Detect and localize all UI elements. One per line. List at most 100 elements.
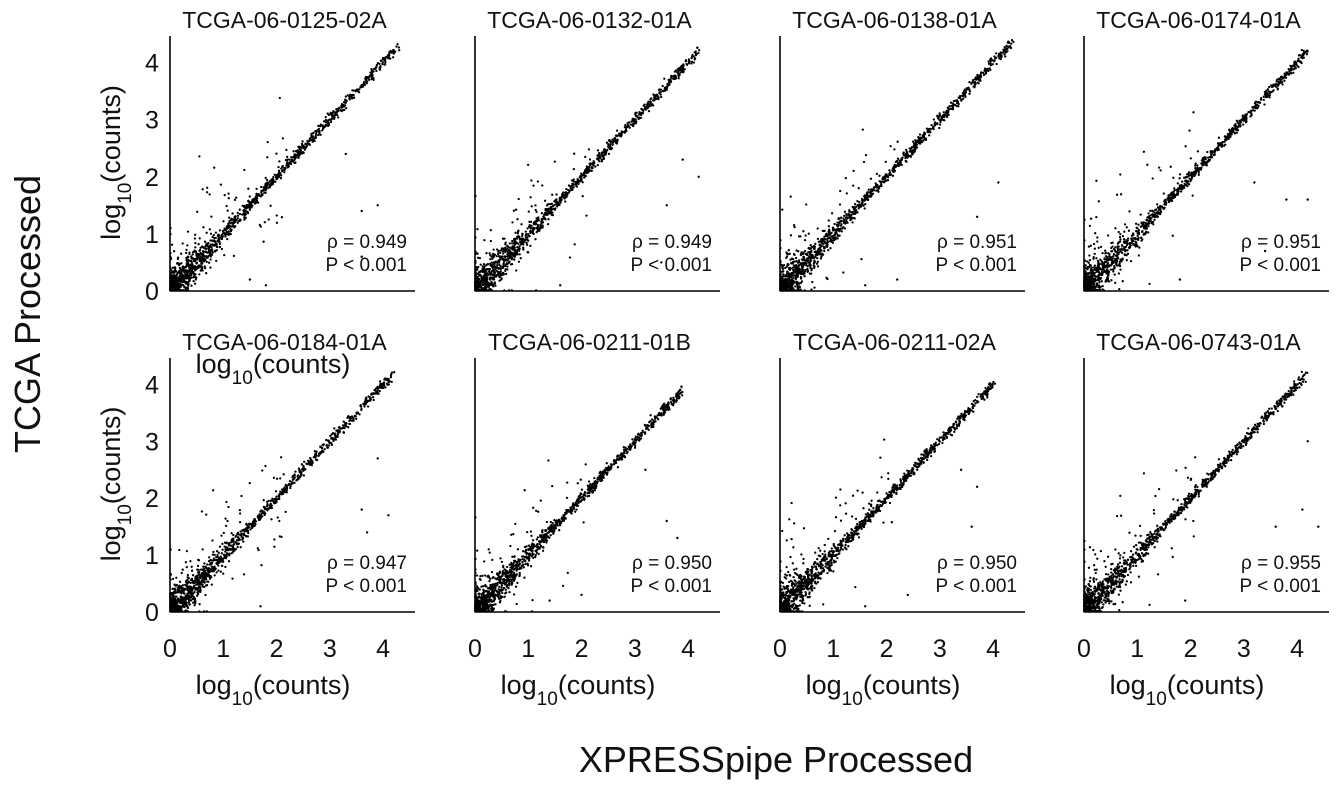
scatter-point [791,275,793,277]
scatter-point [1007,41,1009,43]
outlier-point [682,158,684,160]
scatter-point [551,194,553,196]
scatter-point [489,278,491,280]
scatter-point [476,286,478,288]
scatter-point [516,246,518,248]
scatter-point [520,223,522,225]
scatter-point [392,56,394,58]
scatter-point [230,230,232,232]
scatter-point [185,252,187,254]
scatter-point [493,272,495,274]
scatter-point [527,240,529,242]
scatter-point [527,164,529,166]
scatter-point [338,107,340,109]
scatter-point [792,262,794,264]
outlier-point [345,153,347,155]
scatter-point [514,256,516,258]
scatter-point [301,143,303,145]
scatter-point [277,166,279,168]
outlier-point [864,284,866,286]
scatter-point [189,267,191,269]
scatter-point [943,119,945,121]
scatter-point [848,213,850,215]
scatter-point [927,131,929,133]
scatter-point [190,274,192,276]
scatter-point [796,285,798,287]
scatter-point [878,175,880,177]
scatter-point [210,215,212,217]
scatter-point [340,109,342,111]
scatter-point [895,161,897,163]
scatter-point [1009,45,1011,47]
scatter-point [485,252,487,254]
scatter-point [532,232,534,234]
scatter-point [801,262,803,264]
scatter-point [535,209,537,211]
scatter-point [901,156,903,158]
scatter-point [906,152,908,154]
scatter-point [832,226,834,228]
scatter-point [272,178,274,180]
scatter-point [369,75,371,77]
outlier-point [976,216,978,218]
scatter-point [681,69,683,71]
scatter-point [952,106,954,108]
scatter-point [860,203,862,205]
scatter-point [345,107,347,109]
scatter-point [226,228,228,230]
scatter-point [694,58,696,60]
scatter-point [675,75,677,77]
scatter-point [852,170,854,172]
scatter-point [206,232,208,234]
scatter-point [504,270,506,272]
scatter-point [351,89,353,91]
scatter-point [197,253,199,255]
scatter-point [332,112,334,114]
scatter-point [819,247,821,249]
scatter-point [496,266,498,268]
scatter-point [179,286,181,288]
scatter-point [494,281,496,283]
scatter-point [781,267,783,269]
scatter-point [499,252,501,254]
scatter-point [483,280,485,282]
scatter-point [1096,240,1098,242]
scatter-point [554,204,556,206]
scatter-point [487,283,489,285]
scatter-point [478,278,480,280]
scatter-point [205,248,207,250]
scatter-point [327,119,329,121]
scatter-point [175,274,177,276]
scatter-point [367,76,369,78]
scatter-point [798,271,800,273]
scatter-point [172,267,174,269]
scatter-point [647,100,649,102]
scatter-point [1104,250,1106,252]
scatter-point [1010,42,1012,44]
scatter-point [1093,269,1095,271]
scatter-point [209,258,211,260]
scatter-point [212,240,214,242]
scatter-point [177,258,179,260]
scatter-point [527,235,529,237]
scatter-point [249,207,251,209]
scatter-point [478,274,480,276]
scatter-point [864,207,866,209]
scatter-point [818,241,820,243]
scatter-point [194,265,196,267]
scatter-point [221,238,223,240]
scatter-point [820,256,822,258]
scatter-point [202,226,204,228]
scatter-point [204,255,206,257]
scatter-point [371,77,373,79]
scatter-point [309,144,311,146]
scatter-point [499,271,501,273]
scatter-point [183,280,185,282]
scatter-point [875,189,877,191]
scatter-point [815,251,817,253]
scatter-point [1098,247,1100,249]
scatter-point [302,151,304,153]
scatter-point [297,146,299,148]
scatter-point [854,213,856,215]
